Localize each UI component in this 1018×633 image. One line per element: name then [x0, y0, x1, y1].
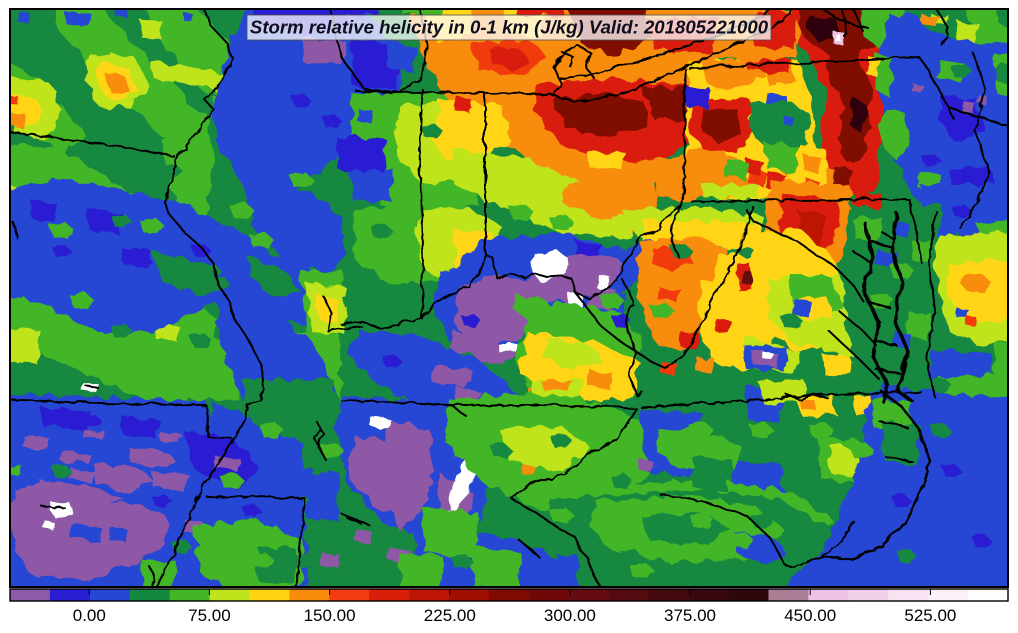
- svg-text:150.00: 150.00: [304, 606, 356, 625]
- svg-text:300.00: 300.00: [544, 606, 596, 625]
- svg-text:Storm relative helicity in 0-1: Storm relative helicity in 0-1 km (J/kg)…: [250, 17, 769, 38]
- svg-text:0.00: 0.00: [73, 606, 106, 625]
- svg-text:450.00: 450.00: [784, 606, 836, 625]
- svg-text:525.00: 525.00: [904, 606, 956, 625]
- svg-text:225.00: 225.00: [424, 606, 476, 625]
- svg-text:375.00: 375.00: [664, 606, 716, 625]
- svg-text:75.00: 75.00: [188, 606, 231, 625]
